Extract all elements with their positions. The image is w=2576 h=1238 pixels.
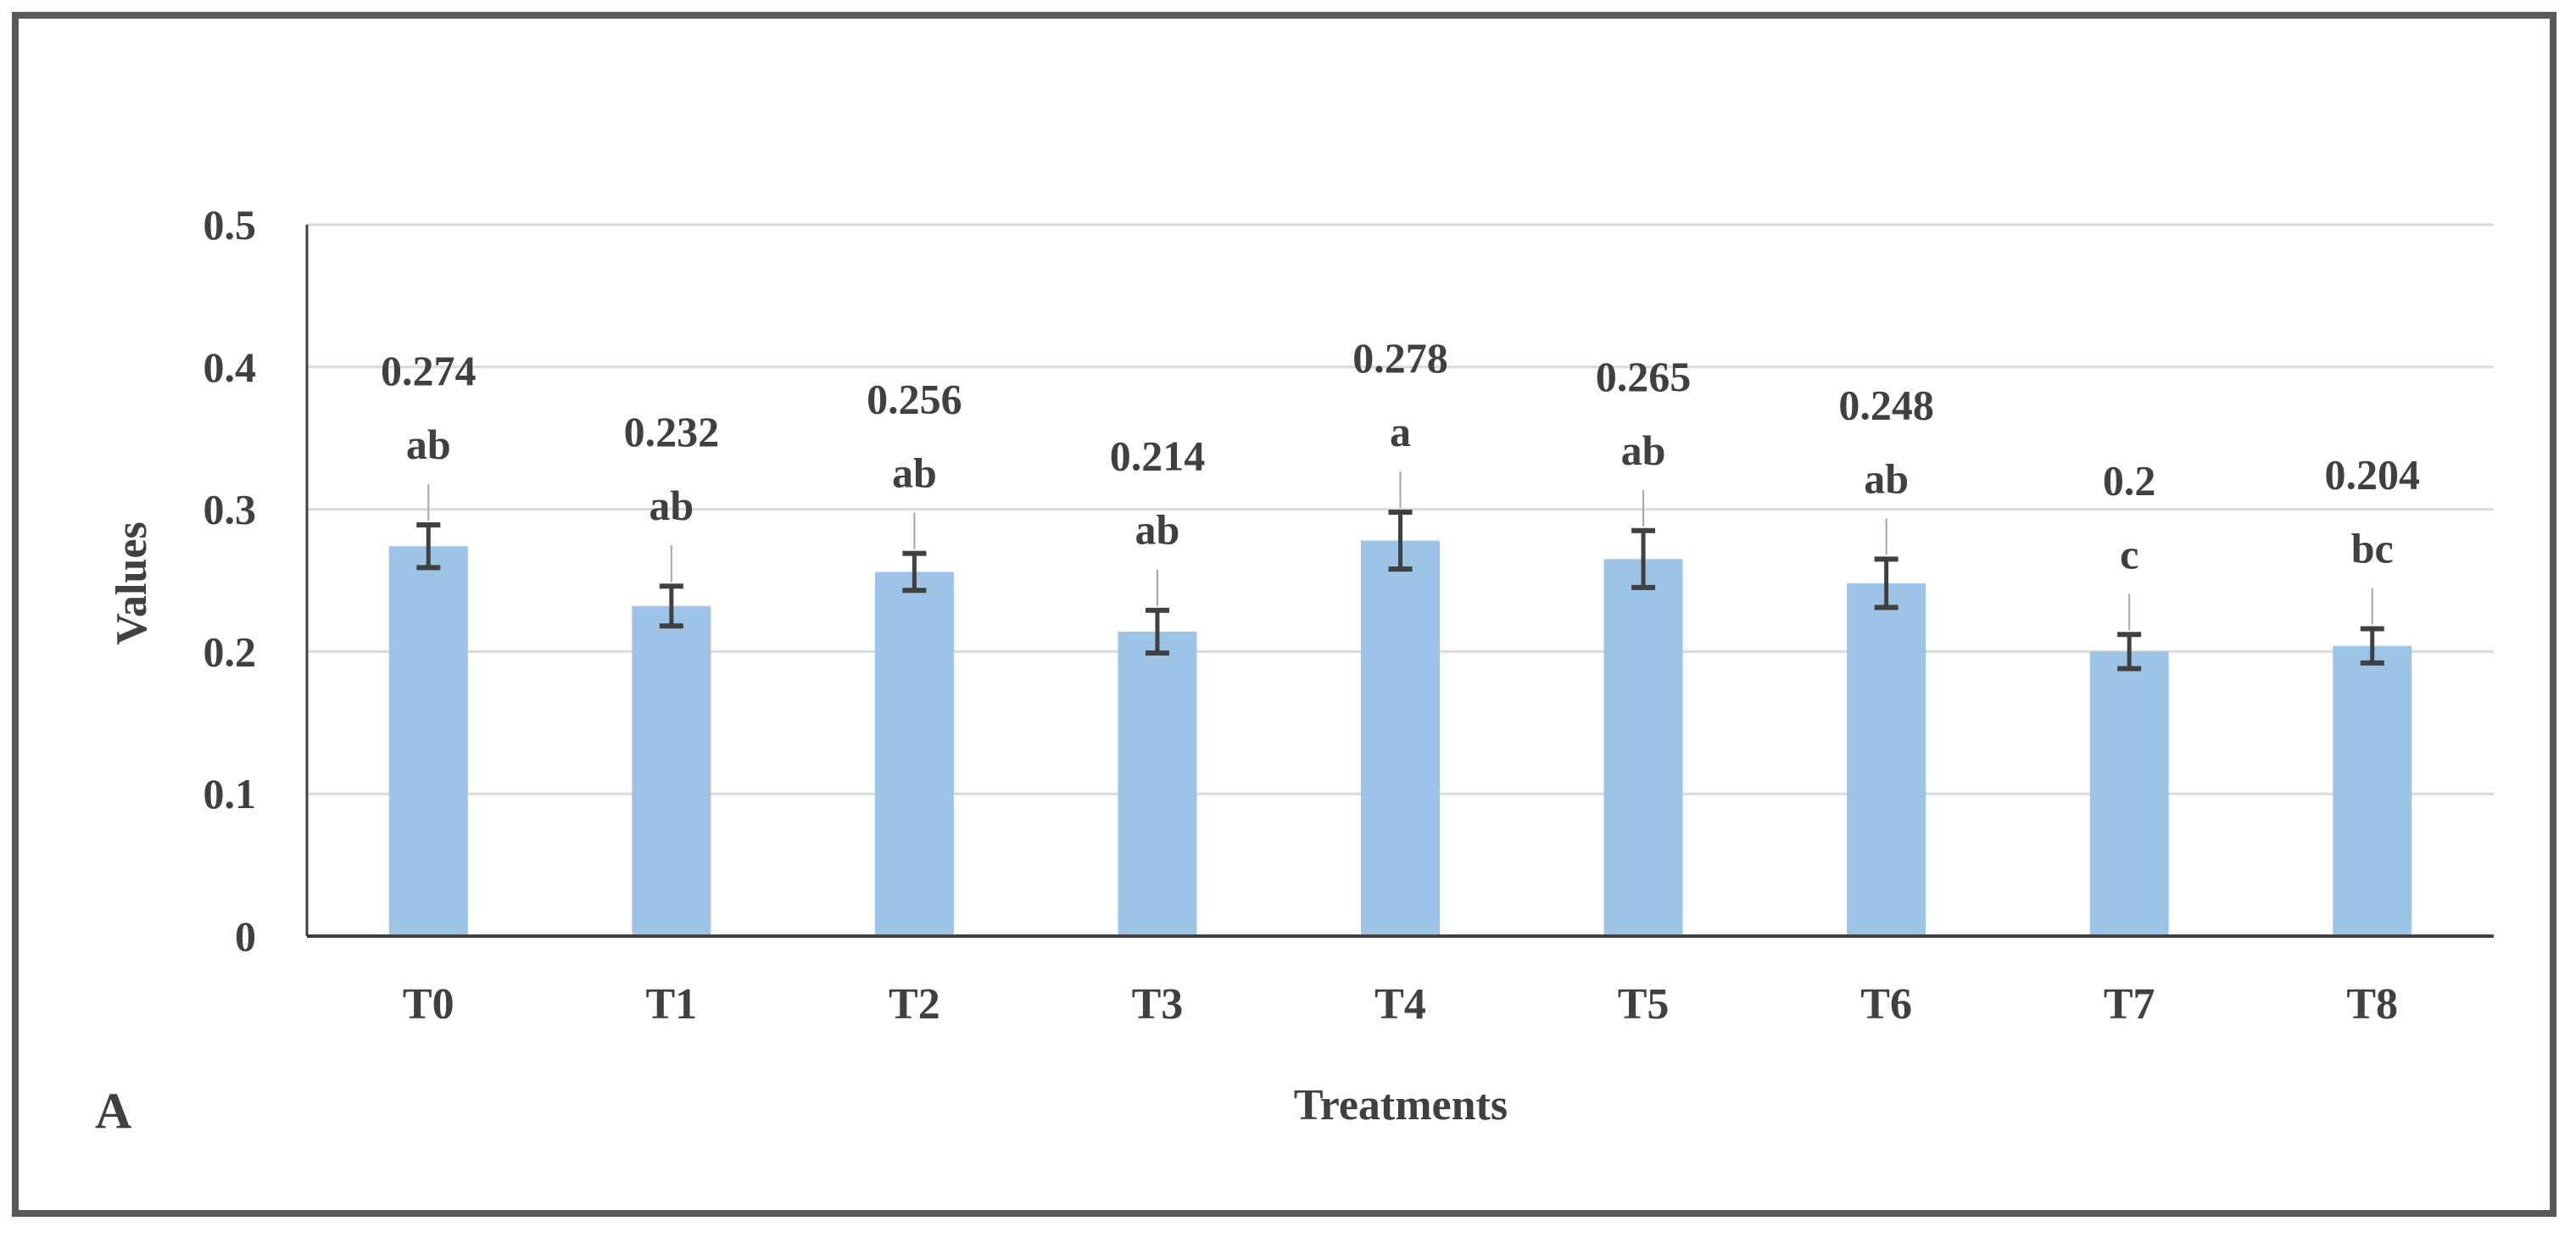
significance-letter: ab [892, 449, 937, 497]
bar-t3 [1118, 631, 1197, 936]
x-tick-label: T2 [889, 980, 940, 1029]
bar-t4 [1361, 540, 1440, 936]
significance-letter: a [1390, 408, 1411, 455]
data-label: 0.2 [2103, 456, 2156, 504]
bar-t6 [1847, 583, 1926, 936]
bar-t5 [1603, 559, 1683, 936]
bar-t8 [2333, 645, 2412, 936]
x-tick-label: T8 [2346, 980, 2398, 1029]
x-axis-title: Treatments [1294, 1081, 1508, 1129]
x-tick-label: T3 [1132, 980, 1184, 1029]
significance-letter: ab [1864, 454, 1909, 502]
x-tick-label: T4 [1374, 980, 1426, 1029]
significance-letter: ab [406, 421, 451, 468]
y-axis-title: Values [108, 521, 156, 644]
bar-t1 [632, 605, 711, 936]
data-label: 0.248 [1838, 381, 1934, 428]
y-tick-label: 0.2 [204, 627, 257, 675]
x-tick-label: T0 [403, 980, 454, 1029]
y-tick-label: 0.1 [204, 770, 257, 817]
bar-t0 [388, 546, 468, 936]
significance-letter: ab [1621, 427, 1666, 474]
y-tick-label: 0.4 [204, 343, 257, 391]
data-label: 0.214 [1110, 432, 1206, 480]
y-tick-label: 0.3 [204, 486, 257, 533]
bar-t7 [2089, 651, 2169, 936]
data-label: 0.265 [1596, 353, 1692, 400]
x-tick-label: T6 [1860, 980, 1912, 1029]
data-label: 0.232 [624, 408, 720, 455]
y-tick-label: 0 [235, 912, 256, 960]
data-label: 0.204 [2324, 451, 2420, 499]
panel-label: A [95, 1083, 131, 1139]
significance-letter: ab [649, 482, 694, 529]
bar-t2 [874, 572, 954, 936]
significance-letter: ab [1135, 506, 1180, 554]
data-label: 0.256 [867, 376, 962, 423]
x-tick-label: T5 [1618, 980, 1670, 1029]
significance-letter: c [2120, 530, 2138, 577]
data-label: 0.278 [1352, 334, 1448, 382]
y-tick-label: 0.5 [204, 201, 257, 248]
significance-letter: bc [2351, 525, 2394, 572]
data-label: 0.274 [381, 347, 477, 394]
x-tick-label: T1 [645, 980, 697, 1029]
x-tick-label: T7 [2104, 980, 2155, 1029]
